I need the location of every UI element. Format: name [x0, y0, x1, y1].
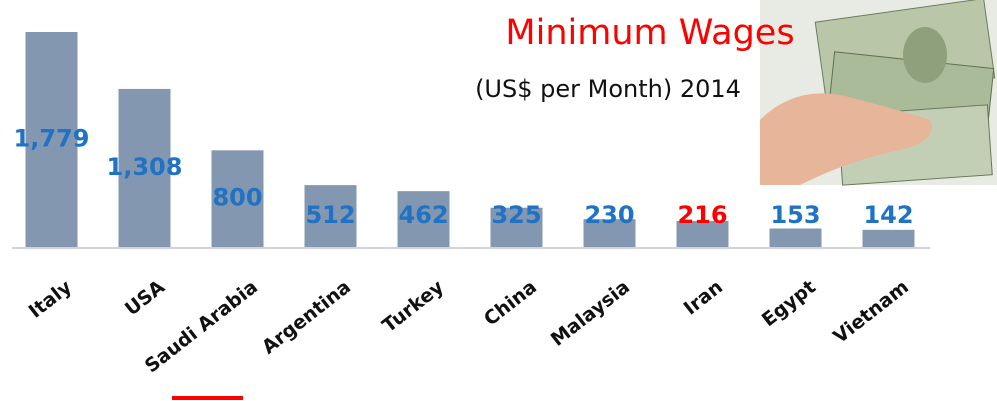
bar — [304, 185, 357, 247]
value-label: 216 — [677, 201, 727, 229]
value-label: 800 — [212, 184, 262, 212]
x-tick-label: USA — [121, 276, 169, 320]
x-tick-label: China — [480, 276, 541, 330]
bar — [25, 32, 78, 247]
money-illustration — [760, 0, 997, 186]
chart-title: Minimum Wages — [505, 13, 794, 53]
value-label: 325 — [491, 201, 541, 229]
x-tick-label: Iran — [680, 276, 727, 320]
x-tick-label: Vietnam — [829, 276, 913, 348]
bar — [118, 88, 171, 248]
value-label: 1,308 — [107, 153, 183, 181]
bar — [583, 219, 636, 247]
value-label: 153 — [770, 201, 820, 229]
bar — [862, 229, 915, 247]
x-tick-label: Argentina — [258, 276, 355, 359]
bar — [769, 228, 822, 247]
x-tick-label: Turkey — [378, 276, 448, 338]
value-label: 462 — [398, 201, 448, 229]
x-tick-label: Egypt — [758, 276, 820, 331]
bar — [397, 191, 450, 247]
value-label: 1,779 — [14, 125, 90, 153]
bar — [490, 207, 543, 247]
x-tick-label: Italy — [25, 276, 77, 323]
bar — [676, 220, 729, 247]
value-label: 230 — [584, 201, 634, 229]
chart-subtitle: (US$ per Month) 2014 — [475, 75, 741, 103]
value-label: 512 — [305, 201, 355, 229]
x-tick-label: Malaysia — [547, 276, 634, 351]
value-label: 142 — [863, 201, 913, 229]
bar — [211, 150, 264, 247]
